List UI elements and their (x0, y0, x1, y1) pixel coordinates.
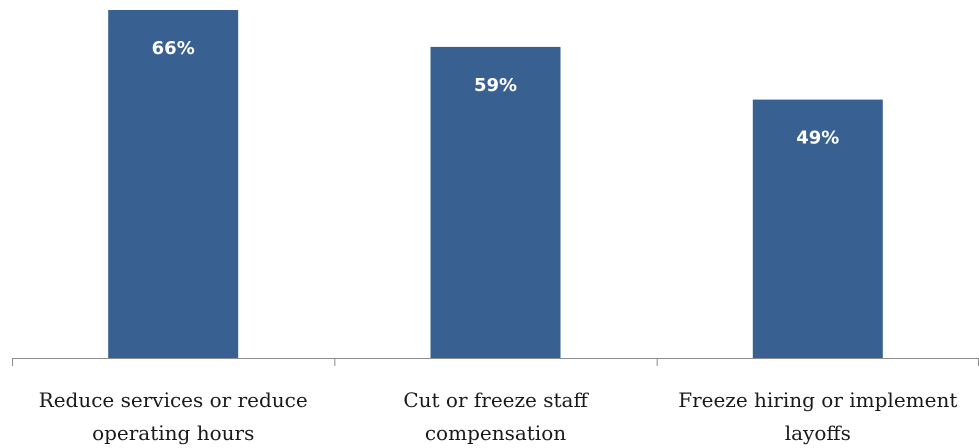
bar-3 (752, 99, 883, 358)
data-label-1: 66% (152, 38, 195, 59)
category-labels-group: Reduce services or reduce operating hours… (39, 388, 958, 445)
category-label-line: Reduce services or reduce (39, 388, 308, 412)
x-axis (12, 358, 979, 366)
data-label-3: 49% (796, 128, 839, 149)
category-label-1: Reduce services or reduce operating hours (39, 388, 308, 445)
bar-2 (430, 46, 561, 359)
bars-group: 66% 59% 49% (108, 10, 883, 359)
category-label-line: Cut or freeze staff (403, 388, 589, 412)
category-label-line: operating hours (92, 421, 254, 445)
data-label-2: 59% (474, 75, 517, 96)
category-label-line: compensation (425, 421, 566, 445)
category-label-line: Freeze hiring or implement (678, 388, 957, 412)
bar-1 (108, 10, 239, 358)
category-label-line: layoffs (785, 421, 851, 445)
category-label-3: Freeze hiring or implement layoffs (678, 388, 957, 445)
category-label-2: Cut or freeze staff compensation (403, 388, 589, 445)
